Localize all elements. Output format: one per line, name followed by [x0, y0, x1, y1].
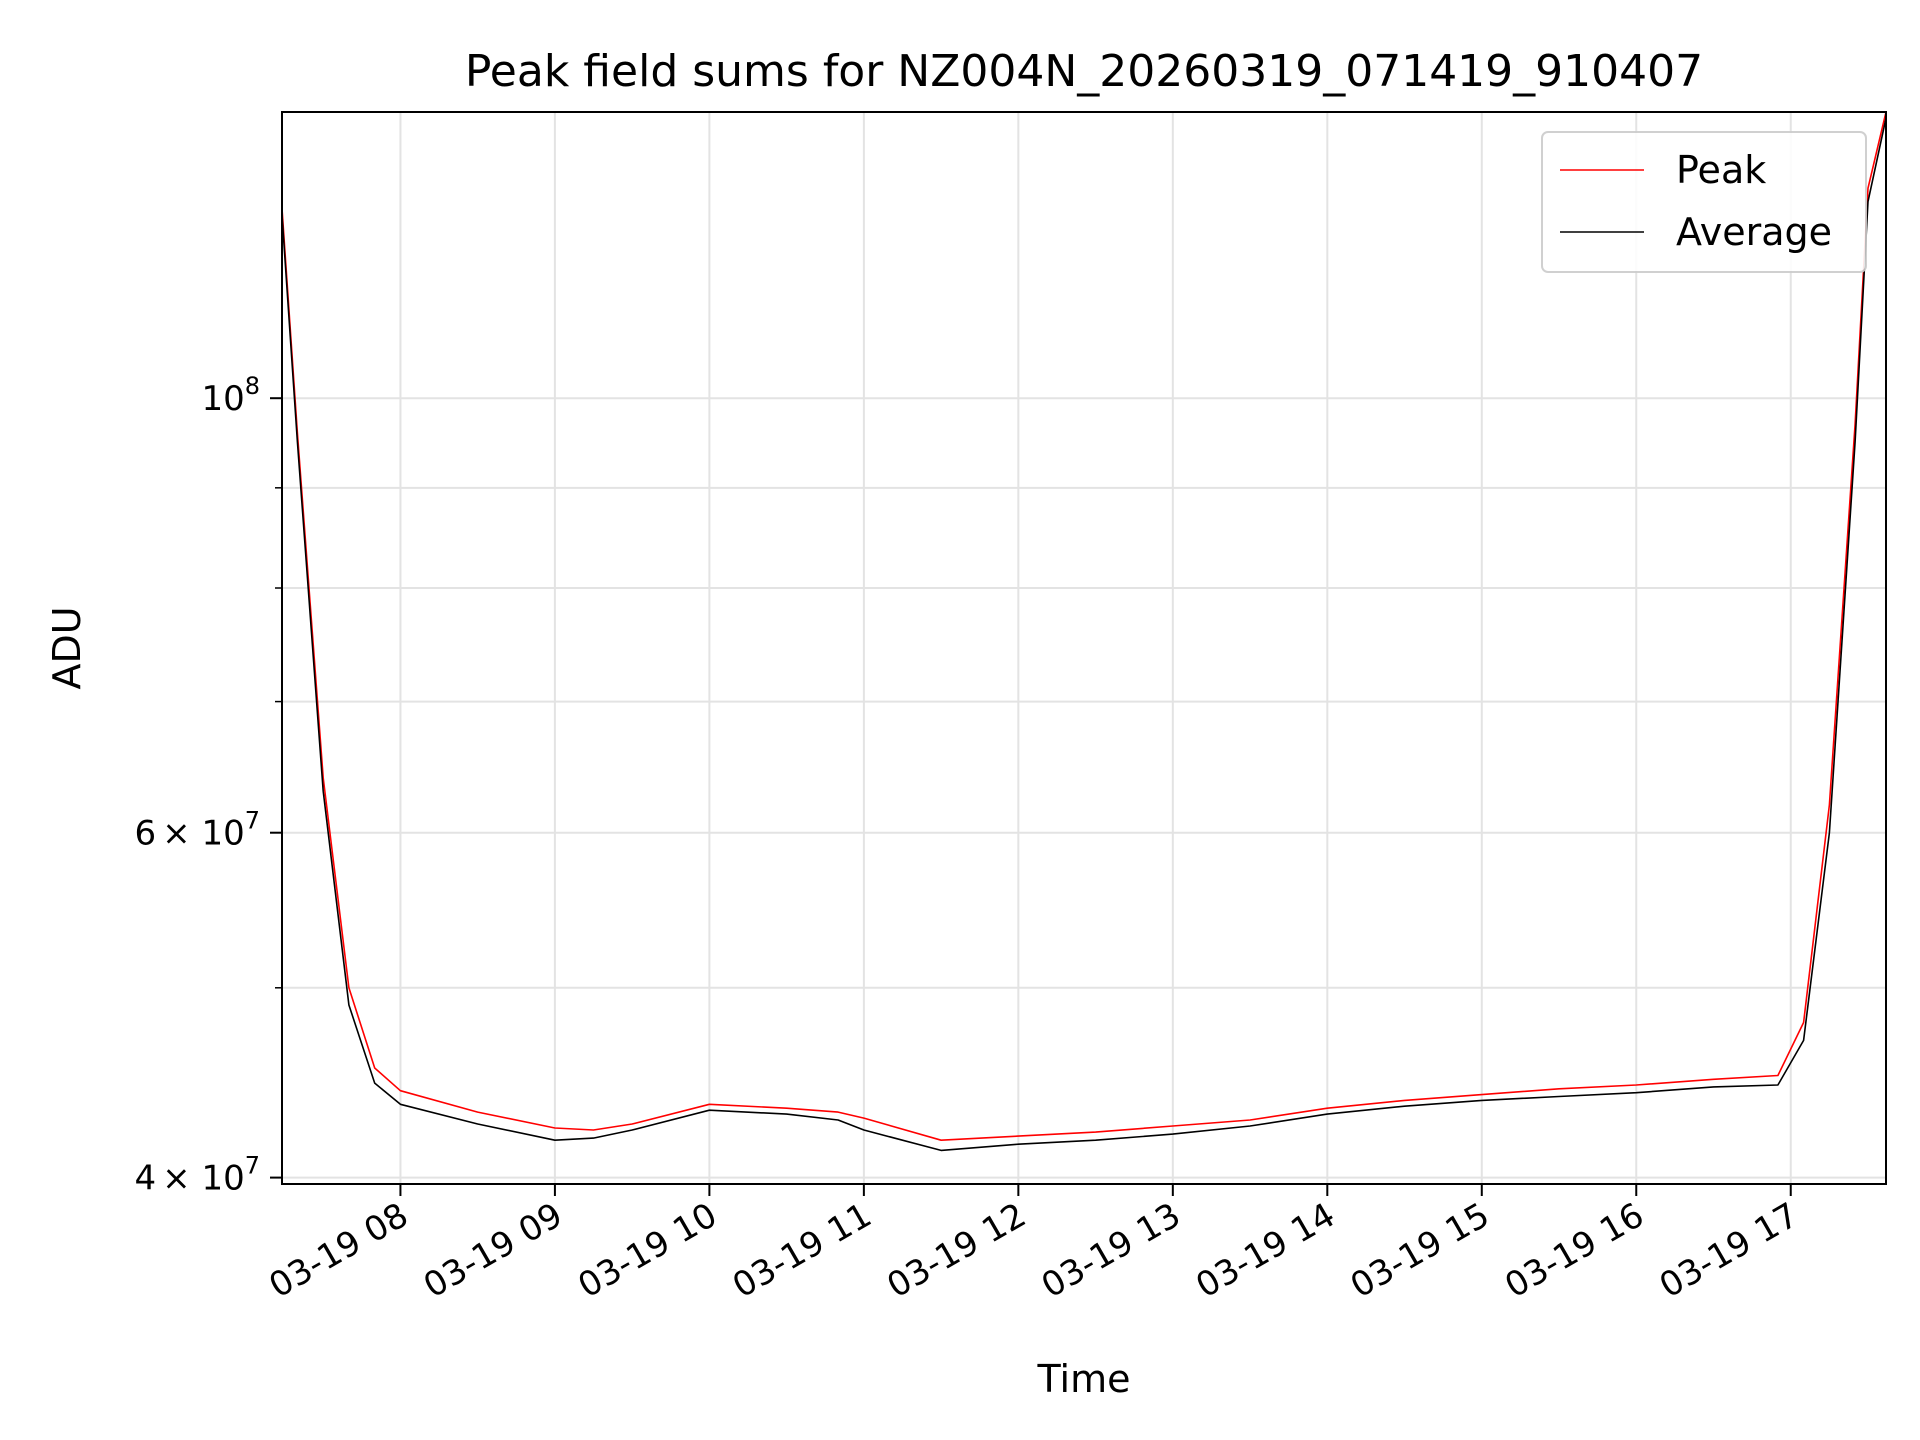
y-tick-label: 6 × 107	[135, 807, 260, 854]
legend: Peak Average	[1541, 131, 1867, 273]
y-tick-times: × 10	[162, 814, 245, 854]
legend-box	[1541, 131, 1867, 273]
series-line-average	[281, 117, 1887, 1152]
chart-title: Peak field sums for NZ004N_20260319_0714…	[465, 46, 1703, 97]
y-tick-exponent: 7	[245, 807, 260, 835]
y-tick-exponent: 8	[245, 372, 260, 400]
plot-lines	[281, 111, 1887, 1152]
y-tick-label: 108	[201, 372, 260, 419]
y-tick-label: 4 × 107	[135, 1152, 260, 1199]
y-tick-base: 10	[201, 379, 244, 419]
y-tick-base: 4	[135, 1159, 157, 1199]
y-tick-times: × 10	[162, 1159, 245, 1199]
y-axis-label: ADU	[45, 606, 89, 689]
y-tick-exponent: 7	[245, 1152, 260, 1180]
series-line-peak	[281, 111, 1887, 1141]
x-axis-label: Time	[1037, 1357, 1131, 1401]
legend-label: Peak	[1676, 148, 1766, 192]
legend-label: Average	[1676, 210, 1832, 254]
y-tick-base: 6	[135, 814, 157, 854]
grid	[282, 112, 1886, 1184]
plot-frame	[281, 111, 1887, 1185]
